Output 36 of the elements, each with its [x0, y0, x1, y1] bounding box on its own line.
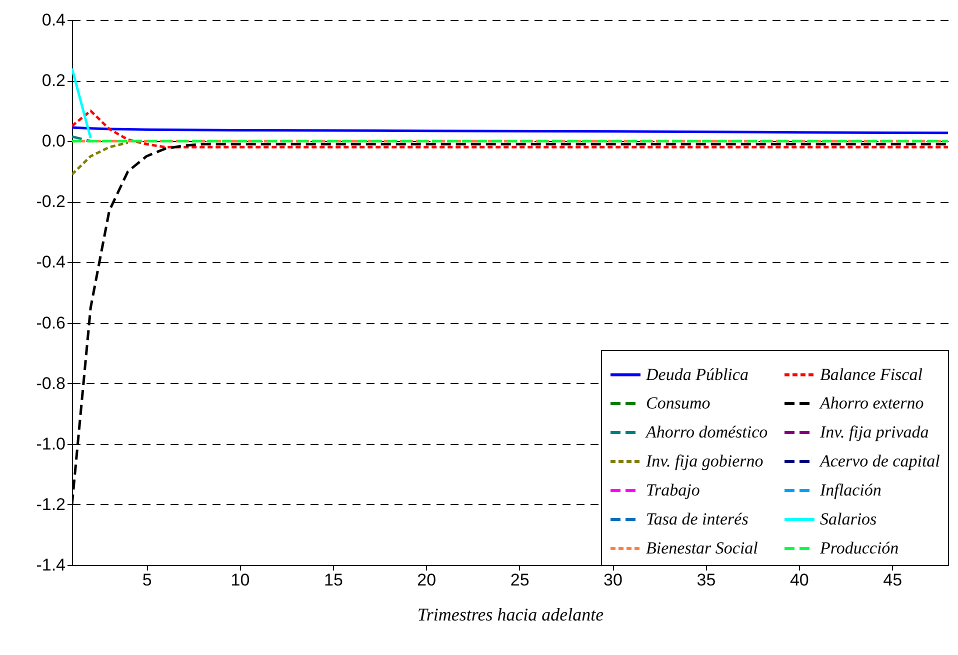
x-tick-label: 35 [696, 570, 716, 590]
y-tick-label: -0.4 [36, 252, 66, 272]
legend-label: Trabajo [646, 480, 700, 500]
legend-label: Producción [819, 538, 899, 558]
y-tick-label: -1.4 [36, 556, 66, 574]
line-series [72, 110, 948, 148]
y-tick-label: 0.2 [42, 71, 66, 90]
legend-label: Bienestar Social [646, 538, 758, 558]
legend-label: Inv. fija privada [819, 422, 929, 442]
y-tick-label: -0.8 [36, 374, 66, 393]
legend-label: Ahorro doméstico [645, 422, 768, 442]
legend-label: Deuda Pública [645, 364, 748, 384]
x-tick-label: 5 [142, 570, 152, 590]
y-tick-label: -0.2 [36, 192, 66, 212]
line-series [72, 141, 130, 176]
x-tick-label: 45 [883, 570, 902, 590]
x-axis-title: Trimestres hacia adelante [417, 604, 604, 624]
y-tick-label: -1.2 [36, 494, 66, 514]
legend-label: Balance Fiscal [820, 364, 923, 384]
x-tick-label: 20 [417, 570, 436, 590]
x-tick-label: 25 [510, 570, 530, 590]
legend-label: Inv. fija gobierno [645, 452, 764, 470]
y-tick-label: -0.6 [36, 313, 66, 332]
legend-label: Consumo [646, 394, 710, 412]
y-tick-label: 0.4 [42, 10, 66, 30]
x-tick-label: 15 [324, 570, 343, 590]
x-tick-label: 30 [604, 570, 622, 590]
y-tick-label: 0.0 [42, 132, 66, 151]
legend-label: Inflación [819, 480, 882, 500]
legend-label: Tasa de interés [646, 510, 749, 528]
x-tick-label: 40 [790, 570, 809, 590]
legend-label: Ahorro externo [819, 394, 924, 412]
x-tick-label: 10 [230, 570, 250, 590]
y-tick-label: -1.0 [36, 434, 66, 454]
legend-label: Salarios [820, 510, 878, 528]
legend-label: Acervo de capital [819, 452, 940, 470]
